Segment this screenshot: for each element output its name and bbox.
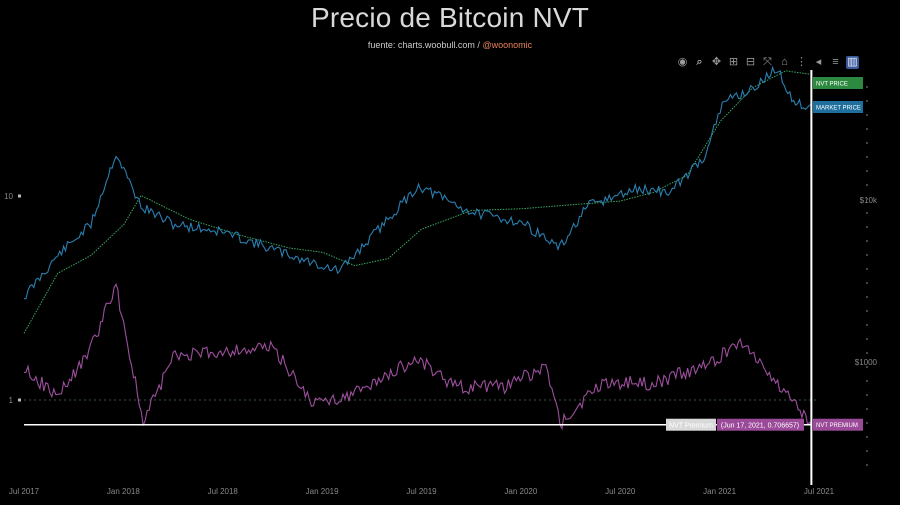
right-axis-minor-tick	[866, 100, 868, 102]
market-price-tag-box	[813, 101, 863, 113]
left-axis-tick-label: 1	[9, 396, 14, 405]
x-tick-label: Jan 2018	[107, 487, 140, 496]
chart-modebar: ◉ ⌕ ✥ ⊞ ⊟ ⤧ ⌂ ⋮ ◂ ≡ ▥	[676, 54, 859, 70]
source-text: fuente: charts.woobull.com /	[367, 40, 480, 50]
right-axis-minor-tick	[866, 296, 868, 298]
market-price-line[interactable]	[23, 65, 812, 300]
nvt-premium-tag: NVT PREMIUM	[816, 423, 858, 429]
source-handle-link[interactable]: @woonomic	[482, 40, 533, 50]
right-axis-minor-tick	[866, 366, 868, 368]
x-tick-label: Jul 2019	[406, 487, 437, 496]
market-price-tag: MARKET PRICE	[816, 106, 861, 112]
x-tick-label: Jan 2019	[306, 487, 339, 496]
hover-value-text: (Jun 17, 2021, 0.706657)	[721, 423, 799, 430]
pan-icon[interactable]: ✥	[711, 55, 722, 68]
x-tick-label: Jul 2021	[804, 487, 835, 496]
series-lines	[23, 65, 812, 431]
right-axis-minor-tick	[866, 156, 868, 158]
x-tick-label: Jan 2020	[504, 487, 537, 496]
spike-lines-icon[interactable]: ⋮	[796, 55, 807, 68]
right-axis-minor-tick	[866, 324, 868, 326]
right-axis-minor-tick	[866, 352, 868, 354]
right-axis-minor-tick	[866, 268, 868, 270]
right-axis-minor-tick	[866, 170, 868, 172]
camera-icon[interactable]: ◉	[677, 55, 688, 68]
right-axis-tick-label: $10k	[860, 196, 878, 205]
right-axis-minor-tick	[866, 436, 868, 438]
zoom-out-icon[interactable]: ⊟	[745, 55, 756, 68]
hover-compare-icon[interactable]: ≡	[832, 55, 839, 68]
home-icon[interactable]: ⌂	[781, 55, 788, 68]
autoscale-icon[interactable]: ⤧	[763, 55, 772, 68]
hover-series-label-box	[666, 418, 716, 431]
nvt-premium-line[interactable]	[23, 283, 812, 431]
right-axis-minor-tick	[866, 128, 868, 130]
right-axis-minor-tick	[866, 254, 868, 256]
right-axis-minor-tick	[866, 450, 868, 452]
x-tick-label: Jul 2017	[9, 487, 40, 496]
series-labels: NVT PRICE MARKET PRICE NVT PREMIUM	[813, 77, 863, 431]
right-axis-minor-tick	[866, 464, 868, 466]
x-tick-label: Jul 2020	[605, 487, 636, 496]
right-axis-minor-tick	[866, 142, 868, 144]
right-axis-minor-tick	[866, 282, 868, 284]
right-axis-minor-tick	[866, 86, 868, 88]
hover-layer: NVT Premium (Jun 17, 2021, 0.706657)	[24, 70, 813, 485]
hover-closest-icon[interactable]: ◂	[815, 55, 822, 68]
right-axis-minor-tick	[866, 380, 868, 382]
nvt-price-line[interactable]	[23, 70, 812, 334]
right-axis-tick-label: $1000	[855, 358, 878, 367]
left-axis-tick-label: 10	[4, 192, 13, 201]
zoom-icon[interactable]: ⌕	[696, 55, 703, 68]
left-axis-tick-mark	[18, 194, 21, 198]
right-axis-minor-tick	[866, 394, 868, 396]
right-axis-minor-tick	[866, 338, 868, 340]
right-axis-minor-tick	[866, 184, 868, 186]
right-axis-minor-tick	[866, 114, 868, 116]
left-axis-tick-mark	[18, 398, 21, 402]
zoom-in-icon[interactable]: ⊞	[728, 55, 739, 68]
axes: Jul 2017 Jan 2018 Jul 2018 Jan 2019 Jul 2019…	[4, 86, 878, 496]
right-axis-minor-tick	[866, 226, 868, 228]
chart-subtitle: fuente: charts.woobull.com / @woonomic	[0, 40, 900, 50]
right-axis-minor-tick	[866, 240, 868, 242]
right-axis-minor-tick	[866, 422, 868, 424]
right-axis-minor-tick	[866, 212, 868, 214]
hover-series-label: NVT Premium	[669, 423, 713, 430]
hover-value-box	[717, 418, 804, 431]
nvt-premium-tag-box	[813, 418, 863, 431]
right-axis-minor-tick	[866, 310, 868, 312]
x-tick-label: Jul 2018	[208, 487, 239, 496]
nvt-price-tag-box	[813, 77, 863, 89]
right-axis-minor-tick	[866, 408, 868, 410]
chart-title: Precio de Bitcoin NVT	[310, 2, 590, 33]
right-axis-minor-tick	[866, 198, 868, 200]
x-tick-label: Jan 2021	[703, 487, 736, 496]
nvt-price-tag: NVT PRICE	[816, 82, 848, 88]
plotly-logo-icon[interactable]: ▥	[846, 55, 859, 69]
